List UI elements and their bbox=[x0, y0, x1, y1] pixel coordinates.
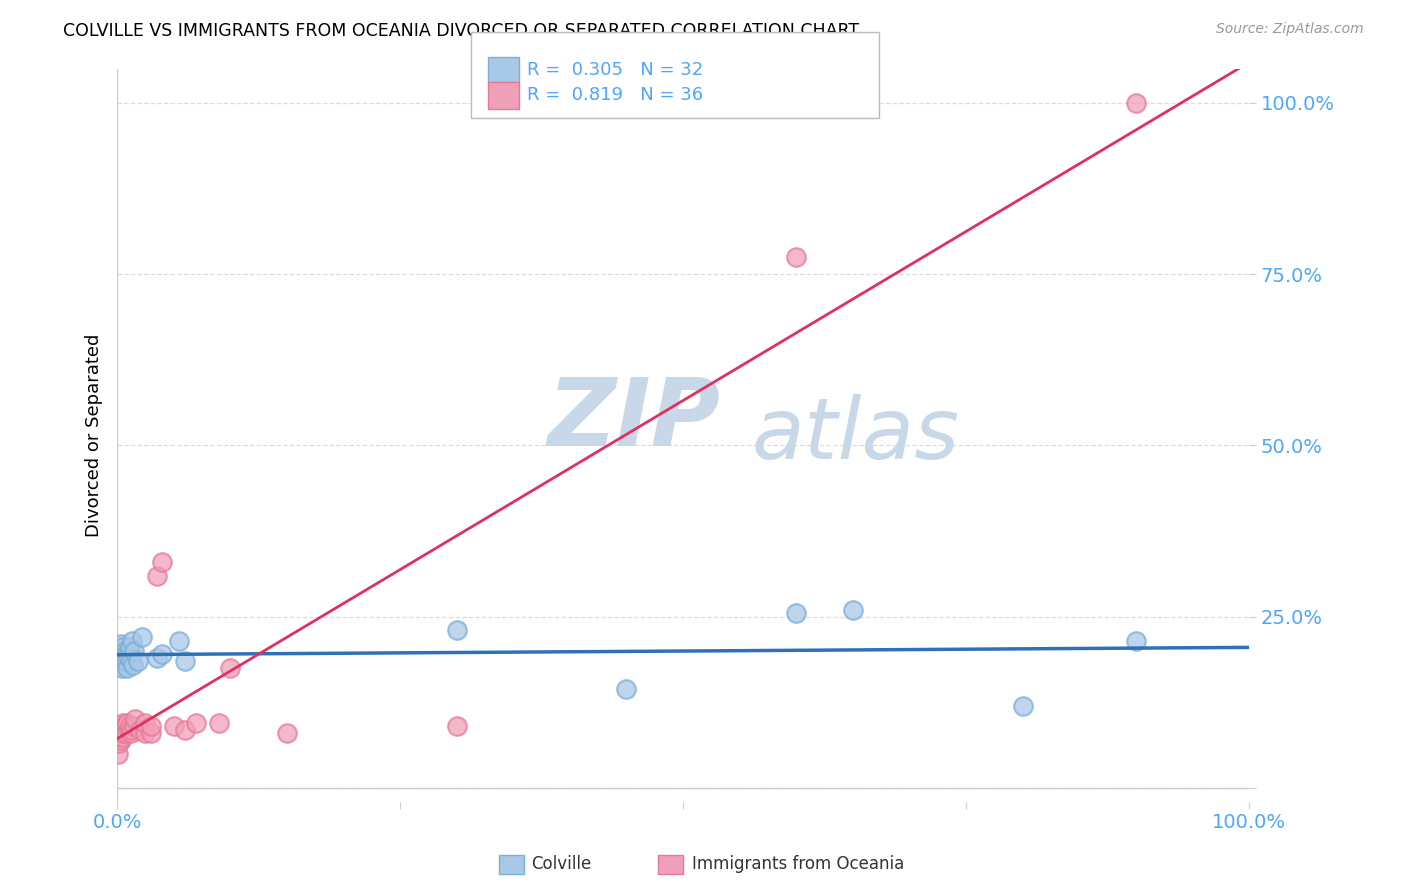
Point bbox=[785, 606, 807, 620]
Point bbox=[117, 723, 139, 737]
Point bbox=[115, 648, 138, 662]
Point bbox=[110, 733, 132, 747]
Point bbox=[114, 644, 136, 658]
Point bbox=[208, 715, 231, 730]
Point bbox=[110, 723, 132, 737]
Point bbox=[107, 654, 129, 668]
Point bbox=[1125, 633, 1147, 648]
Point bbox=[111, 661, 134, 675]
Point bbox=[112, 650, 135, 665]
Point bbox=[134, 726, 156, 740]
Point bbox=[118, 640, 141, 655]
Point bbox=[108, 736, 131, 750]
Point bbox=[139, 719, 162, 733]
Point bbox=[842, 603, 865, 617]
Point bbox=[785, 250, 807, 264]
Point bbox=[124, 712, 146, 726]
Text: R =  0.819   N = 36: R = 0.819 N = 36 bbox=[527, 86, 703, 103]
Point bbox=[111, 715, 134, 730]
Point bbox=[111, 719, 134, 733]
Point bbox=[276, 726, 298, 740]
Point bbox=[110, 657, 132, 672]
Point bbox=[115, 654, 138, 668]
Point bbox=[446, 719, 468, 733]
Text: Colville: Colville bbox=[531, 855, 592, 873]
Point bbox=[107, 726, 129, 740]
Point bbox=[107, 747, 129, 761]
Point bbox=[146, 650, 169, 665]
Point bbox=[118, 719, 141, 733]
Point bbox=[111, 640, 134, 655]
Point bbox=[219, 661, 242, 675]
Text: ZIP: ZIP bbox=[547, 375, 720, 467]
Text: atlas: atlas bbox=[751, 393, 959, 476]
Text: Source: ZipAtlas.com: Source: ZipAtlas.com bbox=[1216, 22, 1364, 37]
Point bbox=[111, 730, 134, 744]
Point bbox=[134, 715, 156, 730]
Point bbox=[174, 723, 197, 737]
Point bbox=[117, 661, 139, 675]
Point bbox=[112, 723, 135, 737]
Point bbox=[121, 633, 143, 648]
Point bbox=[446, 624, 468, 638]
Point bbox=[186, 715, 208, 730]
Point bbox=[174, 654, 197, 668]
Point bbox=[114, 719, 136, 733]
Point bbox=[146, 568, 169, 582]
Point bbox=[117, 644, 139, 658]
Point bbox=[128, 723, 150, 737]
Y-axis label: Divorced or Separated: Divorced or Separated bbox=[86, 334, 103, 537]
Point bbox=[152, 555, 174, 569]
Point bbox=[169, 633, 191, 648]
Point bbox=[115, 726, 138, 740]
Point bbox=[616, 681, 638, 696]
Point bbox=[139, 726, 162, 740]
Point bbox=[108, 719, 131, 733]
Text: COLVILLE VS IMMIGRANTS FROM OCEANIA DIVORCED OR SEPARATED CORRELATION CHART: COLVILLE VS IMMIGRANTS FROM OCEANIA DIVO… bbox=[63, 22, 859, 40]
Point bbox=[111, 726, 134, 740]
Point bbox=[122, 719, 145, 733]
Point bbox=[111, 648, 134, 662]
Point bbox=[1011, 698, 1033, 713]
Point bbox=[131, 630, 153, 644]
Point bbox=[108, 648, 131, 662]
Point bbox=[120, 726, 142, 740]
Point bbox=[127, 654, 149, 668]
Point bbox=[110, 637, 132, 651]
Point bbox=[122, 644, 145, 658]
Text: Immigrants from Oceania: Immigrants from Oceania bbox=[692, 855, 904, 873]
Point bbox=[117, 715, 139, 730]
Point bbox=[122, 657, 145, 672]
Point bbox=[111, 654, 134, 668]
Point bbox=[163, 719, 186, 733]
Point bbox=[121, 723, 143, 737]
Point bbox=[152, 648, 174, 662]
Point bbox=[120, 654, 142, 668]
Point bbox=[117, 650, 139, 665]
Point bbox=[1125, 95, 1147, 110]
Text: R =  0.305   N = 32: R = 0.305 N = 32 bbox=[527, 62, 703, 79]
